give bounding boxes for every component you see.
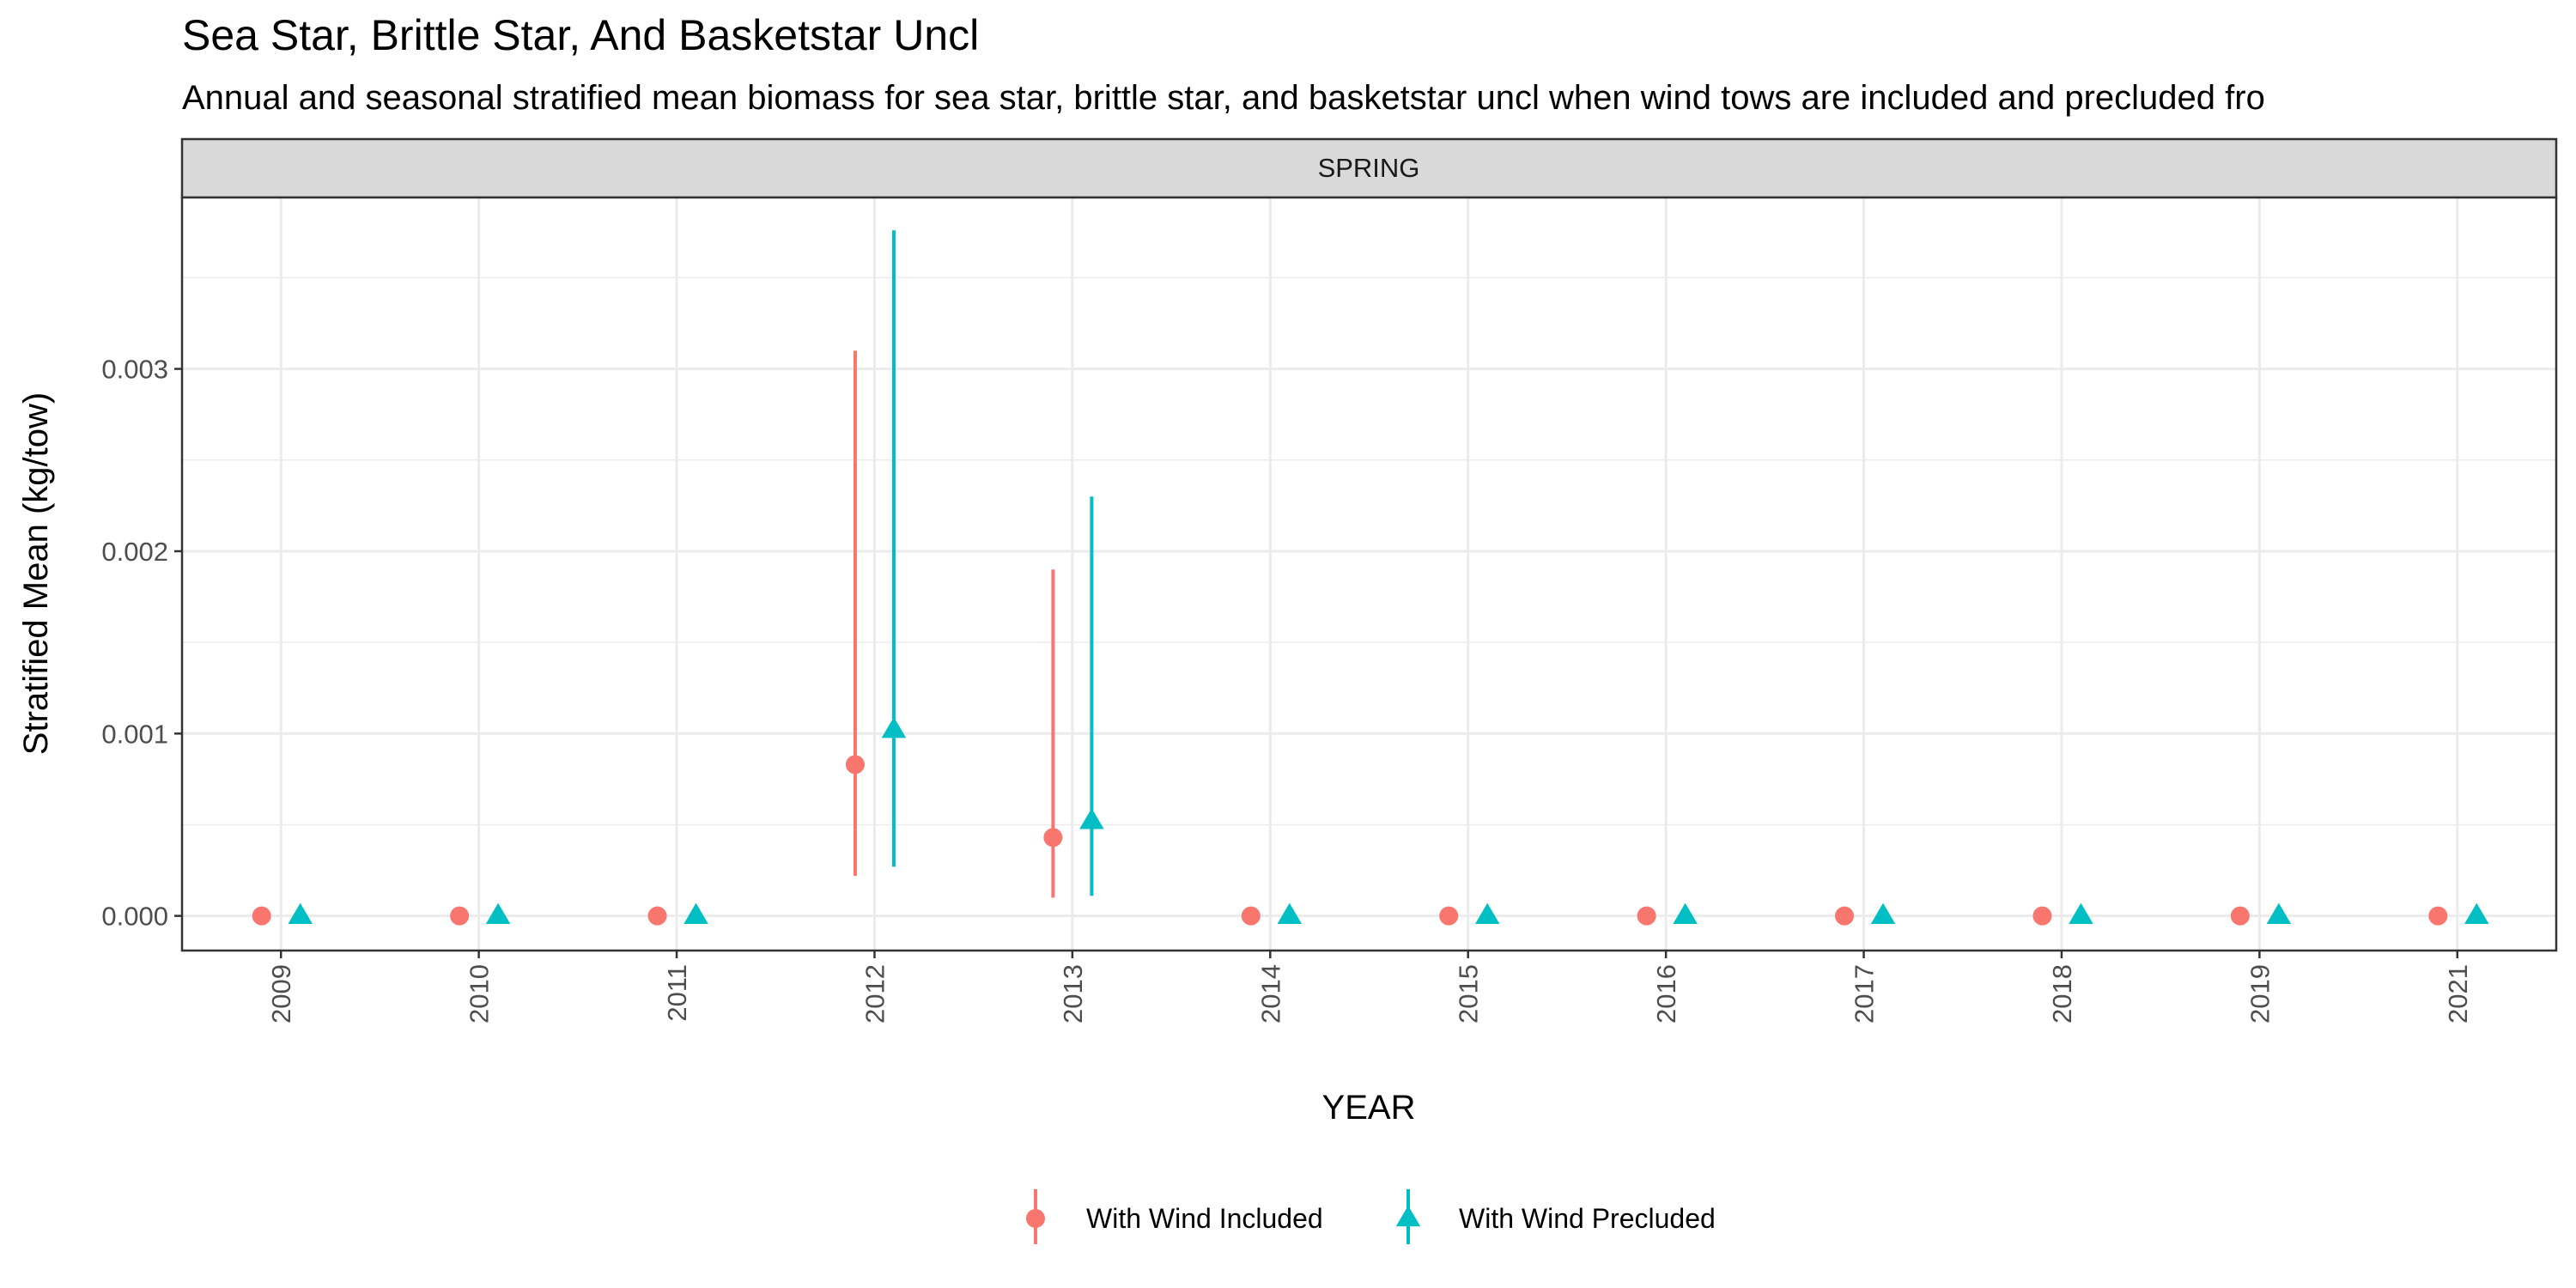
chart-title: Sea Star, Brittle Star, And Basketstar U… <box>182 11 979 59</box>
x-tick-label: 2019 <box>2245 964 2275 1024</box>
legend: With Wind Included With Wind Precluded <box>1026 1189 1716 1244</box>
data-point <box>2230 906 2250 926</box>
y-tick-label: 0.003 <box>101 355 168 385</box>
data-point <box>647 906 667 926</box>
data-point <box>1079 808 1104 829</box>
data-point <box>252 906 271 926</box>
x-axis: 2009 2010 2011 2012 2013 2014 2015 2016 2017 2018… <box>266 951 2473 1024</box>
data-point <box>2069 902 2093 924</box>
data-point <box>485 902 511 924</box>
legend-key-point <box>1395 1206 1421 1227</box>
data-point <box>1673 902 1698 924</box>
data-point <box>1439 906 1459 926</box>
y-axis-title: Stratified Mean (kg/tow) <box>17 392 55 755</box>
x-tick-label: 2013 <box>1058 964 1088 1024</box>
data-point <box>288 902 313 924</box>
data-point <box>2032 906 2052 926</box>
x-tick-label: 2018 <box>2047 964 2077 1024</box>
data-point <box>1835 906 1855 926</box>
x-tick-label: 2010 <box>465 964 495 1024</box>
x-tick-label: 2017 <box>1850 964 1880 1024</box>
data-point <box>845 755 865 775</box>
legend-key-point <box>1026 1209 1045 1228</box>
legend-label: With Wind Included <box>1086 1203 1323 1234</box>
x-tick-label: 2021 <box>2443 964 2473 1024</box>
x-tick-label: 2014 <box>1255 964 1285 1024</box>
x-tick-label: 2009 <box>266 964 296 1024</box>
y-axis: 0.000 0.001 0.002 0.003 <box>101 355 182 932</box>
x-tick-label: 2015 <box>1454 964 1484 1024</box>
plot-panel <box>182 197 2556 951</box>
x-tick-label: 2016 <box>1651 964 1681 1024</box>
chart-subtitle: Annual and seasonal stratified mean biom… <box>182 79 2265 117</box>
data-point <box>1043 828 1063 848</box>
facet-strip <box>180 137 2558 199</box>
data-point <box>2266 902 2292 924</box>
data-point <box>881 717 907 738</box>
data-point <box>1277 902 1303 924</box>
x-tick-label: 2011 <box>662 964 692 1022</box>
data-point <box>1870 902 1896 924</box>
facet-label: SPRING <box>1318 153 1420 183</box>
error-bars <box>853 230 1094 898</box>
data-point <box>1474 902 1500 924</box>
data-point <box>2428 906 2448 926</box>
data-point <box>683 902 708 924</box>
data-point <box>1637 906 1656 926</box>
data-point <box>450 906 470 926</box>
grid-lines <box>182 197 2556 951</box>
y-tick-label: 0.002 <box>101 537 168 567</box>
data-point <box>2464 902 2489 924</box>
y-tick-label: 0.001 <box>101 719 168 749</box>
data-points <box>252 717 2489 926</box>
y-tick-label: 0.000 <box>101 902 168 932</box>
data-point <box>1241 906 1261 926</box>
legend-label: With Wind Precluded <box>1459 1203 1716 1234</box>
x-axis-title: YEAR <box>1322 1089 1416 1127</box>
plot-border <box>180 196 2558 952</box>
x-tick-label: 2012 <box>860 964 890 1024</box>
